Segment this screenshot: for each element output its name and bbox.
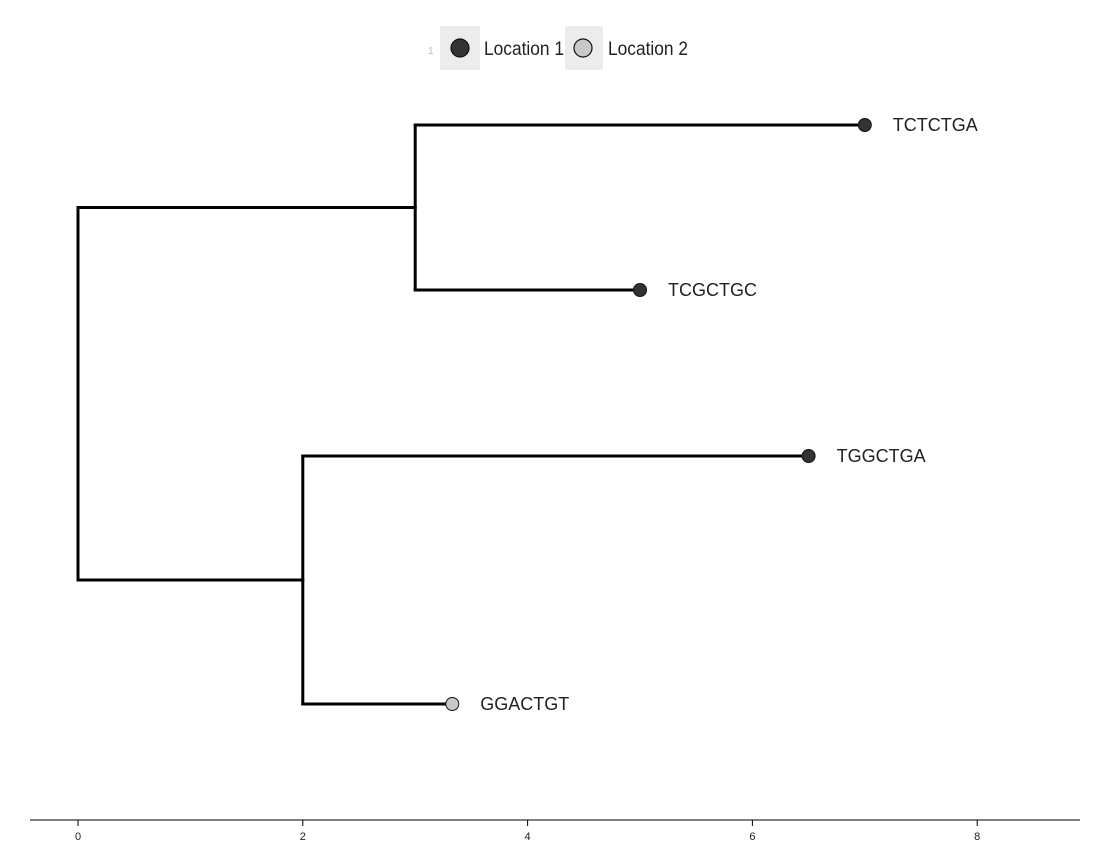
legend-label-location-2: Location 2 [608,39,688,60]
legend-number: 1 [428,46,434,57]
tree-tips: TCTCTGA TCGCTGC TGGCTGA GGACTGT [445,115,978,714]
tip-point-ggactgt [445,697,460,711]
x-tick-label-2: 2 [300,831,306,843]
tip-point-tctctga [857,118,872,132]
legend-label-location-1: Location 1 [484,39,564,60]
legend-key-location-2 [573,38,593,58]
tip-point-tcgctgc [633,283,647,297]
tip-label-tcgctgc: TCGCTGC [668,280,757,300]
tip-label-ggactgt: GGACTGT [480,694,569,714]
tip-label-tggctga: TGGCTGA [837,446,926,466]
x-tick-label-4: 4 [525,831,531,843]
x-axis: 0 2 4 6 8 [30,819,1080,843]
tip-point-tggctga [801,449,816,463]
tree-branches [76,123,867,706]
x-tick-label-8: 8 [974,831,980,843]
legend: 1 Location 1 Location 2 [428,26,688,70]
legend-key-location-1 [450,38,470,58]
x-axis-ticks: 0 2 4 6 8 [75,820,980,843]
x-tick-label-6: 6 [749,831,755,843]
tip-label-tctctga: TCTCTGA [893,115,978,135]
x-tick-label-0: 0 [75,831,81,843]
